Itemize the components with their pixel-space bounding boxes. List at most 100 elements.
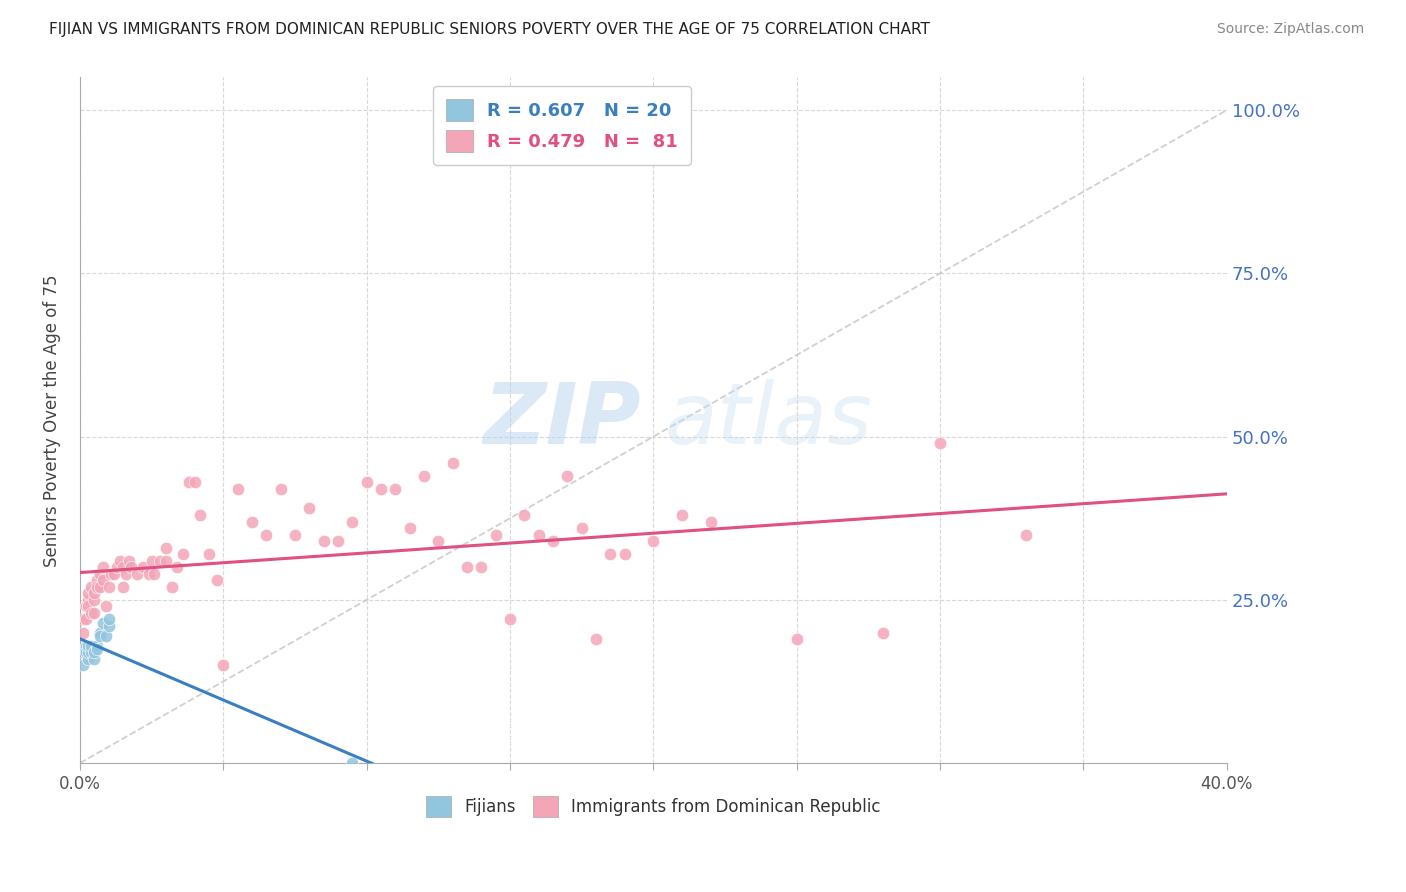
Point (786, 632, 808, 646)
Y-axis label: Seniors Poverty Over the Age of 75: Seniors Poverty Over the Age of 75 (44, 274, 60, 566)
Point (89, 629, 111, 643)
Point (89, 580, 111, 594)
Point (86, 574, 108, 588)
Point (72, 625, 94, 640)
Point (149, 554, 172, 568)
Point (541, 534, 564, 549)
Point (398, 521, 420, 535)
Point (100, 566, 122, 581)
Point (138, 566, 160, 581)
Point (108, 554, 131, 568)
Point (77, 592, 100, 607)
Point (127, 566, 149, 581)
Point (111, 580, 134, 594)
Point (643, 534, 665, 549)
Point (212, 658, 235, 673)
Point (427, 534, 450, 549)
Point (86, 641, 108, 656)
Point (89, 625, 111, 640)
Point (456, 560, 478, 574)
Point (513, 508, 536, 522)
Point (172, 547, 194, 561)
Point (240, 515, 263, 529)
Point (86, 580, 108, 594)
Point (599, 547, 621, 561)
Point (83, 645, 105, 659)
Point (97, 580, 120, 594)
Point (80, 580, 103, 594)
Point (872, 625, 894, 640)
Text: FIJIAN VS IMMIGRANTS FROM DOMINICAN REPUBLIC SENIORS POVERTY OVER THE AGE OF 75 : FIJIAN VS IMMIGRANTS FROM DOMINICAN REPU… (49, 22, 931, 37)
Point (527, 527, 550, 541)
Point (571, 521, 593, 535)
Point (77, 599, 100, 614)
Point (141, 554, 163, 568)
Text: Source: ZipAtlas.com: Source: ZipAtlas.com (1216, 22, 1364, 37)
Point (72, 658, 94, 673)
Point (254, 527, 277, 541)
Point (370, 482, 392, 496)
Point (671, 508, 693, 522)
Point (155, 554, 177, 568)
Point (77, 639, 100, 653)
Point (555, 468, 578, 483)
Point (117, 554, 139, 568)
Point (114, 566, 136, 581)
Point (94, 629, 117, 643)
Point (83, 606, 105, 620)
Point (105, 560, 128, 574)
Point (155, 541, 177, 555)
Point (613, 547, 636, 561)
Point (342, 515, 364, 529)
Legend: Fijians, Immigrants from Dominican Republic: Fijians, Immigrants from Dominican Repub… (419, 789, 887, 823)
Point (111, 560, 134, 574)
Point (326, 534, 349, 549)
Point (103, 566, 125, 581)
Point (80, 639, 103, 653)
Point (484, 527, 506, 541)
Point (699, 515, 721, 529)
Point (77, 651, 100, 665)
Point (441, 456, 464, 470)
Point (177, 475, 200, 490)
Point (80, 606, 103, 620)
Point (91, 615, 114, 630)
Point (585, 632, 607, 646)
Point (207, 574, 229, 588)
Point (83, 586, 105, 600)
Point (1015, 527, 1038, 541)
Point (75, 612, 97, 626)
Point (121, 560, 143, 574)
Text: atlas: atlas (664, 379, 872, 462)
Point (75, 639, 97, 653)
Point (183, 475, 205, 490)
Point (97, 612, 120, 626)
Point (298, 501, 321, 516)
Point (97, 619, 120, 633)
Point (499, 612, 522, 626)
Point (91, 574, 114, 588)
Point (83, 651, 105, 665)
Point (356, 475, 378, 490)
Point (166, 560, 188, 574)
Point (91, 560, 114, 574)
Point (72, 612, 94, 626)
Point (89, 566, 111, 581)
Point (226, 482, 249, 496)
Point (160, 580, 183, 594)
Point (342, 756, 364, 771)
Point (413, 468, 436, 483)
Point (80, 645, 103, 659)
Point (284, 527, 307, 541)
Point (75, 599, 97, 614)
Point (94, 599, 117, 614)
Point (77, 645, 100, 659)
Text: ZIP: ZIP (482, 379, 640, 462)
Point (312, 534, 335, 549)
Point (384, 482, 406, 496)
Point (470, 560, 492, 574)
Point (86, 639, 108, 653)
Point (83, 592, 105, 607)
Point (75, 645, 97, 659)
Point (72, 645, 94, 659)
